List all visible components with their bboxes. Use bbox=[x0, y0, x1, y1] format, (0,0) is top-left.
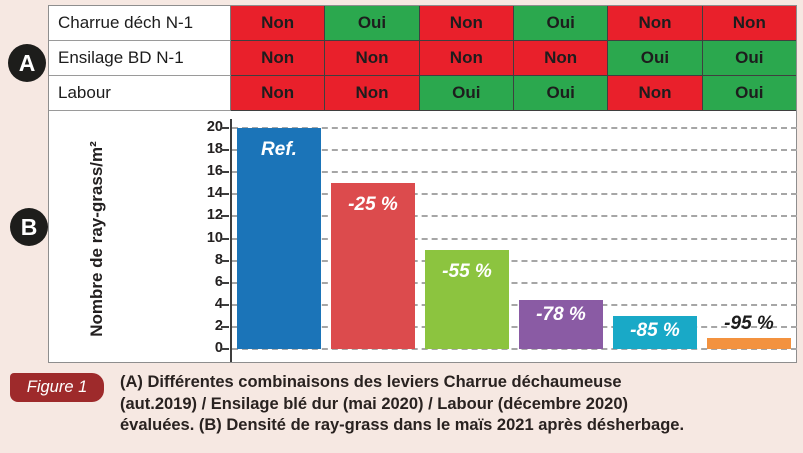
bar-value-label: -78 % bbox=[536, 304, 586, 326]
y-tick-label: 20 bbox=[206, 119, 223, 135]
caption-line: évaluées. (B) Densité de ray-grass dans … bbox=[120, 416, 685, 434]
y-tick-mark bbox=[221, 171, 229, 174]
y-tick-mark bbox=[221, 215, 229, 218]
combo-cell-oui: Oui bbox=[325, 6, 420, 41]
caption-line: (aut.2019) / Ensilage blé dur (mai 2020)… bbox=[120, 394, 629, 413]
bar-value-label: -95 % bbox=[724, 312, 774, 334]
bar-value-label: -85 % bbox=[630, 319, 680, 341]
y-tick-mark bbox=[221, 193, 229, 196]
combo-cell-non: Non bbox=[325, 41, 420, 76]
combo-cell-non: Non bbox=[608, 76, 703, 111]
bar-value-label: -25 % bbox=[348, 194, 398, 216]
combo-cell-oui: Oui bbox=[419, 76, 514, 111]
y-tick-mark bbox=[221, 348, 229, 350]
gridline bbox=[232, 303, 797, 306]
combo-cell-oui: Oui bbox=[608, 41, 703, 76]
table-row: Labour Non Non Oui Oui Non Oui bbox=[49, 76, 796, 111]
gridline bbox=[232, 325, 797, 328]
y-tick-mark bbox=[221, 259, 229, 262]
combo-cell-non: Non bbox=[419, 6, 514, 41]
bar-6: -95 % bbox=[707, 313, 791, 349]
bar-value-label: Ref. bbox=[261, 139, 297, 160]
y-tick-label: 12 bbox=[206, 207, 223, 224]
y-axis-title: Nombre de ray-grass/m² bbox=[87, 141, 106, 337]
y-tick-mark bbox=[221, 237, 229, 240]
bar-1: Ref. bbox=[237, 128, 321, 349]
combo-cell-oui: Oui bbox=[513, 6, 609, 41]
y-tick-label: 4 bbox=[214, 295, 223, 312]
combo-cell-non: Non bbox=[325, 76, 420, 111]
y-tick-label: 0 bbox=[214, 340, 223, 356]
bar-4: -78 % bbox=[519, 300, 603, 349]
gridline bbox=[232, 348, 797, 350]
gridline bbox=[232, 127, 797, 129]
bar-chart: Nombre de ray-grass/m² Ref. -25 % -55 % -78… bbox=[49, 111, 797, 362]
combo-cell-non: Non bbox=[608, 6, 703, 41]
y-tick-mark bbox=[221, 303, 229, 306]
combo-cell-non: Non bbox=[419, 41, 514, 76]
gridline bbox=[232, 259, 797, 262]
y-tick-label: 2 bbox=[214, 317, 223, 334]
figure-number-badge: Figure 1 bbox=[10, 373, 104, 402]
combo-cell-non: Non bbox=[231, 76, 326, 111]
section-b-marker: B bbox=[10, 208, 48, 246]
combination-table: Charrue déch N-1 Non Oui Non Oui Non Non Ensila… bbox=[49, 6, 796, 111]
bar-5: -85 % bbox=[613, 315, 697, 349]
combo-cell-non: Non bbox=[231, 6, 326, 41]
table-row: Ensilage BD N-1 Non Non Non Non Oui Oui bbox=[49, 41, 796, 76]
y-tick-label: 6 bbox=[214, 273, 223, 290]
bar-2: -25 % bbox=[331, 183, 415, 349]
bar-3: -55 % bbox=[425, 249, 509, 349]
section-a-marker: A bbox=[8, 44, 46, 82]
y-axis-line bbox=[230, 119, 232, 362]
y-tick-mark bbox=[221, 127, 229, 129]
y-tick-label: 14 bbox=[206, 185, 223, 202]
row-label: Ensilage BD N-1 bbox=[49, 41, 231, 76]
combo-cell-non: Non bbox=[513, 41, 609, 76]
y-tick-mark bbox=[221, 149, 229, 152]
row-label: Charrue déch N-1 bbox=[49, 6, 231, 41]
gridline bbox=[232, 171, 797, 174]
y-tick-label: 18 bbox=[206, 141, 223, 158]
row-label: Labour bbox=[49, 76, 231, 111]
combo-cell-non: Non bbox=[231, 41, 326, 76]
y-tick-mark bbox=[221, 281, 229, 284]
y-tick-label: 8 bbox=[214, 251, 223, 268]
combo-cell-oui: Oui bbox=[513, 76, 609, 111]
y-tick-mark bbox=[221, 325, 229, 328]
bar-value-label: -55 % bbox=[442, 260, 492, 282]
plot-area: Ref. -25 % -55 % -78 % -85 % -95 % bbox=[232, 127, 797, 350]
caption-line: (A) Différentes combinaisons des leviers… bbox=[120, 373, 622, 391]
table-row: Charrue déch N-1 Non Oui Non Oui Non Non bbox=[49, 6, 796, 41]
gridline bbox=[232, 193, 797, 196]
figure-panel: Charrue déch N-1 Non Oui Non Oui Non Non Ensila… bbox=[48, 5, 797, 363]
y-tick-label: 16 bbox=[206, 163, 223, 180]
gridline bbox=[232, 237, 797, 240]
figure-caption: (A) Différentes combinaisons des leviers… bbox=[120, 372, 792, 437]
gridline bbox=[232, 281, 797, 284]
gridline bbox=[232, 215, 797, 218]
gridline bbox=[232, 149, 797, 152]
combo-cell-non: Non bbox=[702, 6, 796, 41]
y-tick-label: 10 bbox=[206, 229, 223, 246]
combo-cell-oui: Oui bbox=[702, 76, 796, 111]
combo-cell-oui: Oui bbox=[702, 41, 796, 76]
